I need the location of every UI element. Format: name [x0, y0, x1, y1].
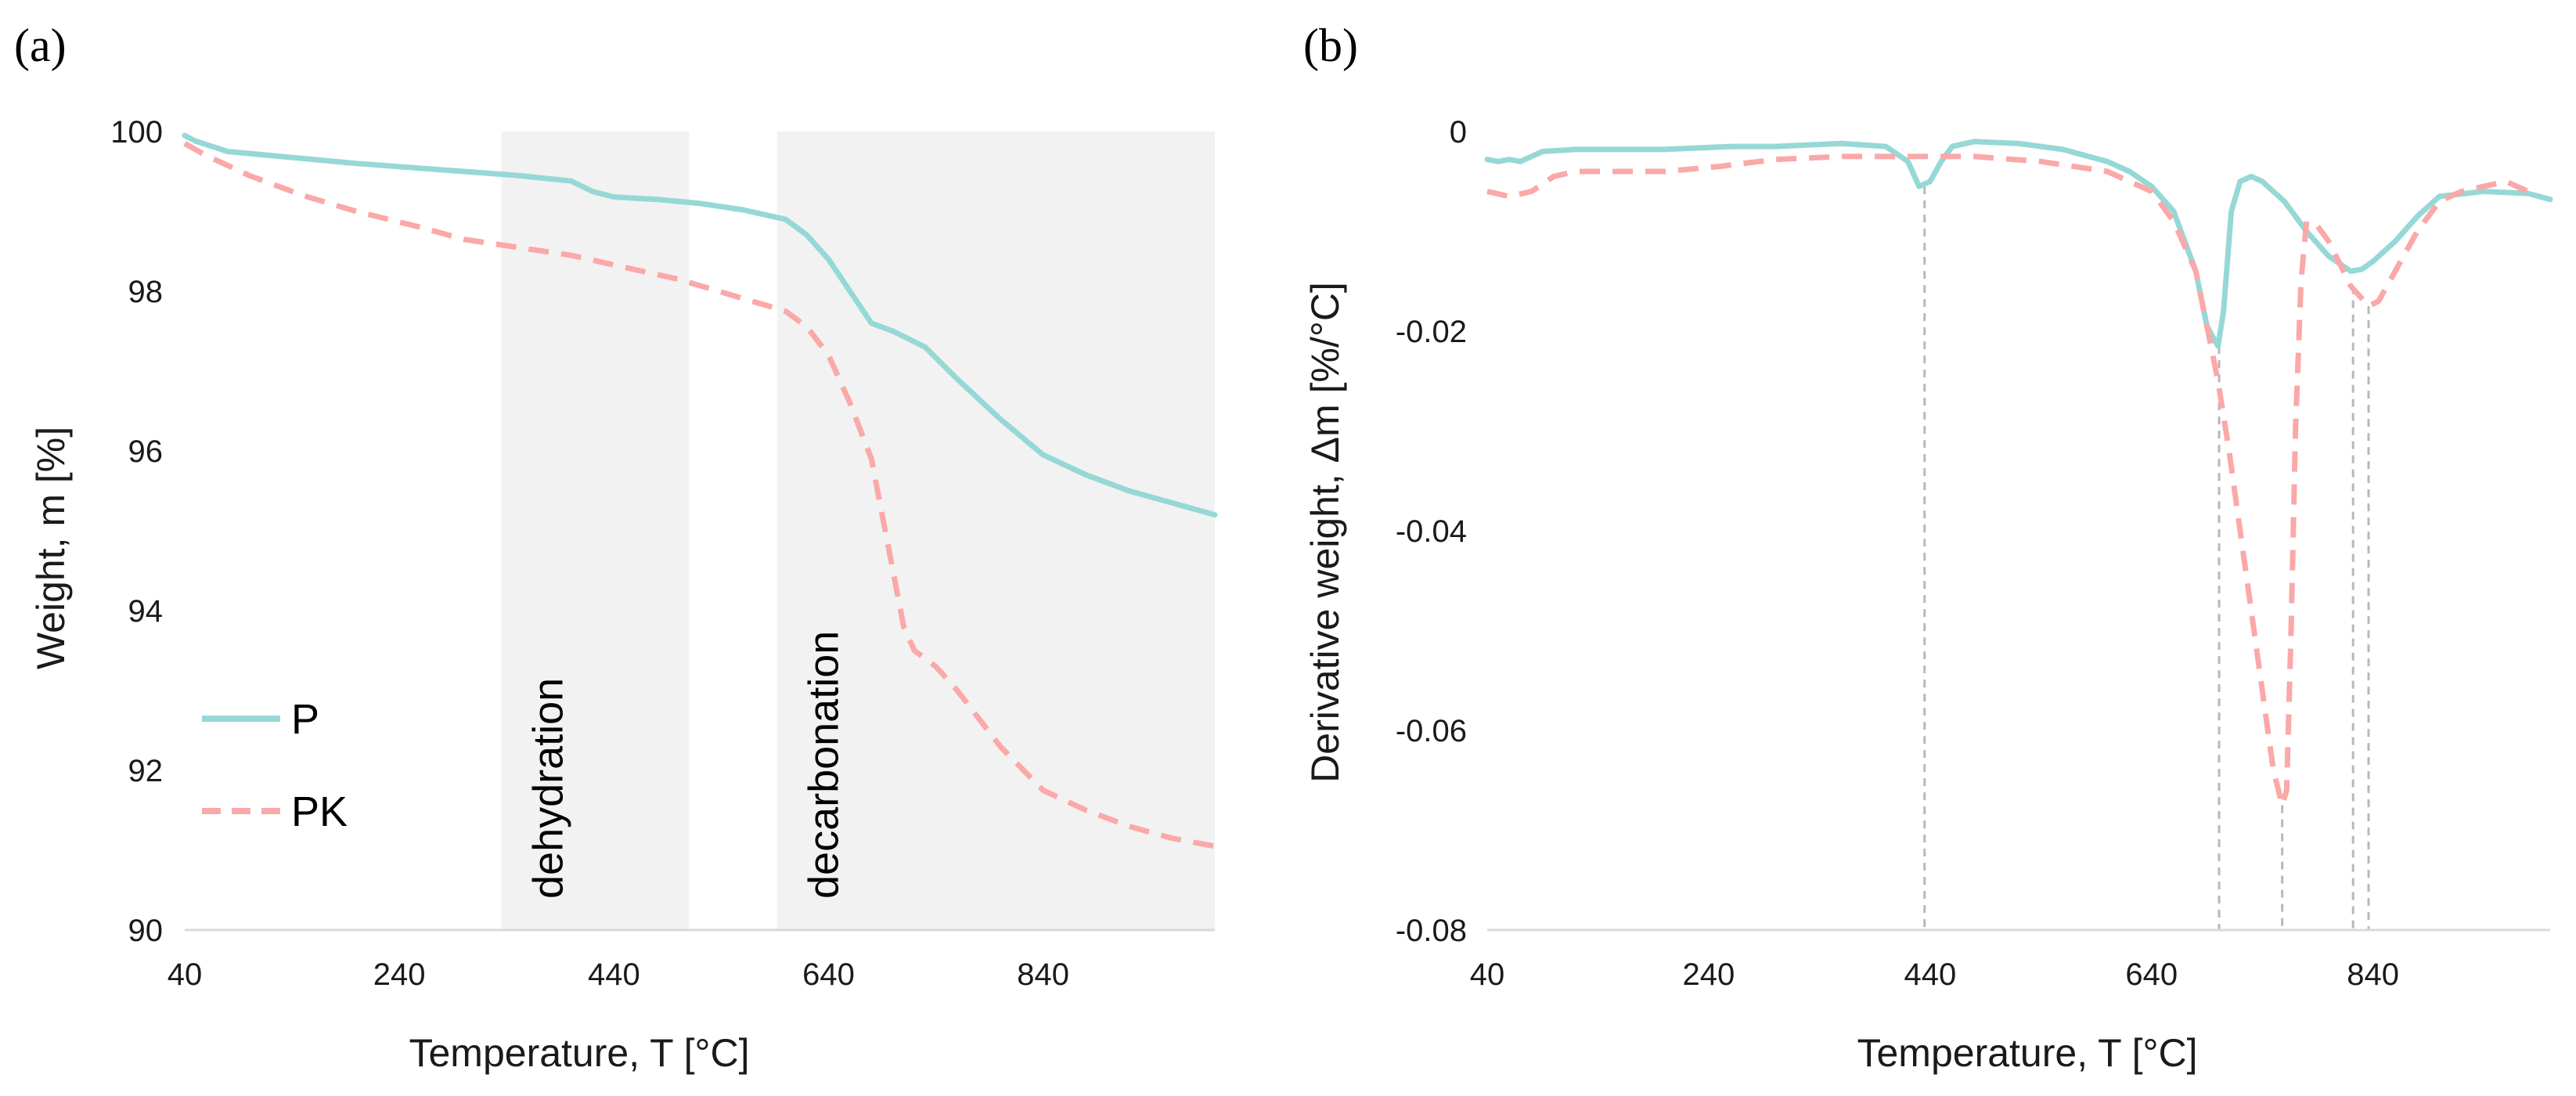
panel-a-legend: P PK [202, 696, 348, 835]
panel-b-x-tick: 640 [2125, 957, 2178, 992]
panel-a-y-tick: 94 [128, 594, 164, 629]
series-line-P [1484, 139, 2553, 349]
panel-b-axes: 40 240 440 640 840 0 -0.02 -0.04 -0.06 -0.08 [1396, 115, 2550, 992]
region-label-dehydration: dehydration [524, 678, 571, 899]
panel-a-x-tick: 840 [1017, 957, 1069, 992]
panel-b-label: (b) [1303, 20, 1358, 71]
panel-a-x-tick: 240 [373, 957, 426, 992]
region-decarbonation [776, 132, 1215, 930]
panel-b-chart: (b) 40 240 440 640 8400-0.02-0.04-0.06-0.08 … [1303, 20, 2553, 1075]
region-dehydration [501, 132, 690, 930]
panel-a-x-tick: 640 [802, 957, 855, 992]
panel-b-x-tick: 240 [1683, 957, 1735, 992]
panel-a-y-tick: 92 [128, 754, 164, 788]
panel-a-x-tick: 40 [168, 957, 203, 992]
panel-a-y-tick: 96 [128, 434, 164, 469]
panel-b-y-tick: -0.08 [1396, 914, 1467, 948]
series-line-PK [1486, 153, 2530, 809]
panel-a-series [182, 132, 1218, 849]
panel-b-x-axis-title: Temperature, T [°C] [1857, 1031, 2198, 1075]
panel-a-axes: 40 240 440 640 840 90 92 94 96 98 100 [110, 115, 1215, 992]
region-label-decarbonation: decarbonation [801, 631, 848, 899]
panel-a-regions: dehydration decarbonation [501, 132, 1215, 930]
panel-b-x-tick: 440 [1904, 957, 1956, 992]
panel-b-y-axis-title: Derivative weight, Δm [%/°C] [1303, 282, 1347, 783]
panel-a-y-tick: 90 [128, 914, 164, 948]
series-line-P [182, 132, 1218, 518]
panel-a-label: (a) [14, 20, 67, 71]
panel-b-guide-lines [1923, 186, 2370, 930]
panel-b-y-tick: -0.02 [1396, 315, 1467, 349]
panel-a-y-tick: 98 [128, 275, 164, 309]
panel-b-y-tick: -0.06 [1396, 714, 1467, 748]
panel-a-y-tick: 100 [110, 115, 163, 150]
panel-b-series [1484, 139, 2553, 809]
legend-label-P: P [291, 696, 319, 743]
panel-a-y-axis-title: Weight, m [%] [29, 427, 73, 669]
panel-a-chart: (a) dehydration decarbonation 40 240 440 640… [14, 20, 1218, 1075]
panel-a-x-tick: 440 [588, 957, 640, 992]
panel-b-x-tick: 40 [1470, 957, 1505, 992]
panel-b-y-tick: -0.04 [1396, 514, 1467, 549]
panel-b-y-tick: 0 [1450, 115, 1467, 150]
panel-b-x-tick: 840 [2347, 957, 2399, 992]
panel-a-x-axis-title: Temperature, T [°C] [409, 1031, 750, 1075]
legend-label-PK: PK [291, 788, 348, 835]
